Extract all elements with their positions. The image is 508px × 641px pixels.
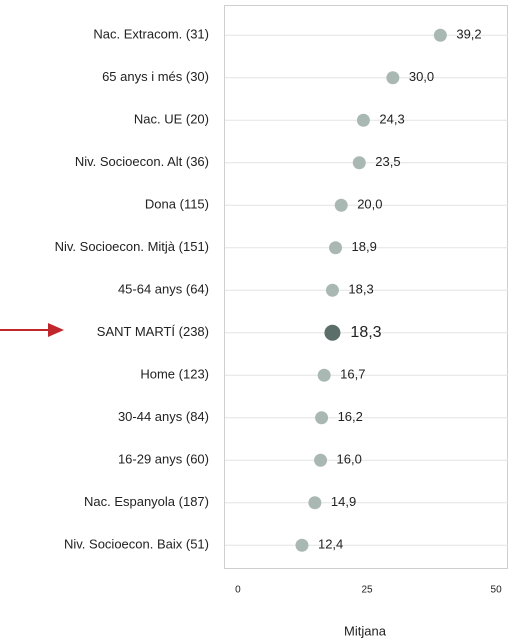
dot	[433, 28, 447, 42]
category-label: Nac. UE (20)	[134, 112, 209, 127]
value-label: 18,9	[352, 239, 377, 254]
dot	[315, 411, 329, 425]
highlight-arrow	[0, 323, 64, 337]
x-tick-label: 25	[361, 585, 373, 596]
value-label: 24,3	[379, 112, 404, 127]
dot	[314, 453, 328, 467]
category-label: Home (123)	[140, 367, 209, 382]
dot	[329, 241, 343, 255]
value-label: 20,0	[357, 197, 382, 212]
category-label: 45-64 anys (64)	[118, 282, 209, 297]
dot	[324, 324, 341, 341]
value-label: 30,0	[409, 69, 434, 84]
category-label: Niv. Socioecon. Alt (36)	[75, 154, 209, 169]
value-label: 18,3	[350, 324, 381, 341]
value-label: 16,2	[338, 409, 363, 424]
x-tick-label: 50	[491, 585, 503, 596]
x-tick-label: 0	[235, 585, 241, 596]
category-label: Niv. Socioecon. Baix (51)	[64, 537, 209, 552]
dot	[325, 283, 339, 297]
category-label: 65 anys i més (30)	[102, 69, 209, 84]
dot	[295, 538, 309, 552]
value-label: 16,7	[340, 367, 365, 382]
dot	[334, 198, 348, 212]
value-label: 16,0	[337, 452, 362, 467]
category-label: Niv. Socioecon. Mitjà (151)	[55, 239, 209, 254]
category-label: Nac. Extracom. (31)	[93, 27, 209, 42]
value-label: 39,2	[456, 27, 481, 42]
category-label: SANT MARTÍ (238)	[97, 324, 209, 339]
category-label: Nac. Espanyola (187)	[84, 494, 209, 509]
dot	[386, 71, 400, 85]
x-axis-label: Mitjana	[344, 623, 387, 638]
category-label: Dona (115)	[145, 197, 209, 212]
dot	[308, 496, 322, 510]
value-label: 14,9	[331, 494, 356, 509]
value-label: 23,5	[375, 154, 400, 169]
category-label: 16-29 anys (60)	[118, 452, 209, 467]
category-label: 30-44 anys (84)	[118, 409, 209, 424]
value-label: 18,3	[348, 282, 373, 297]
dot	[356, 113, 370, 127]
dot	[317, 368, 331, 382]
value-label: 12,4	[318, 537, 343, 552]
dot	[352, 156, 366, 170]
